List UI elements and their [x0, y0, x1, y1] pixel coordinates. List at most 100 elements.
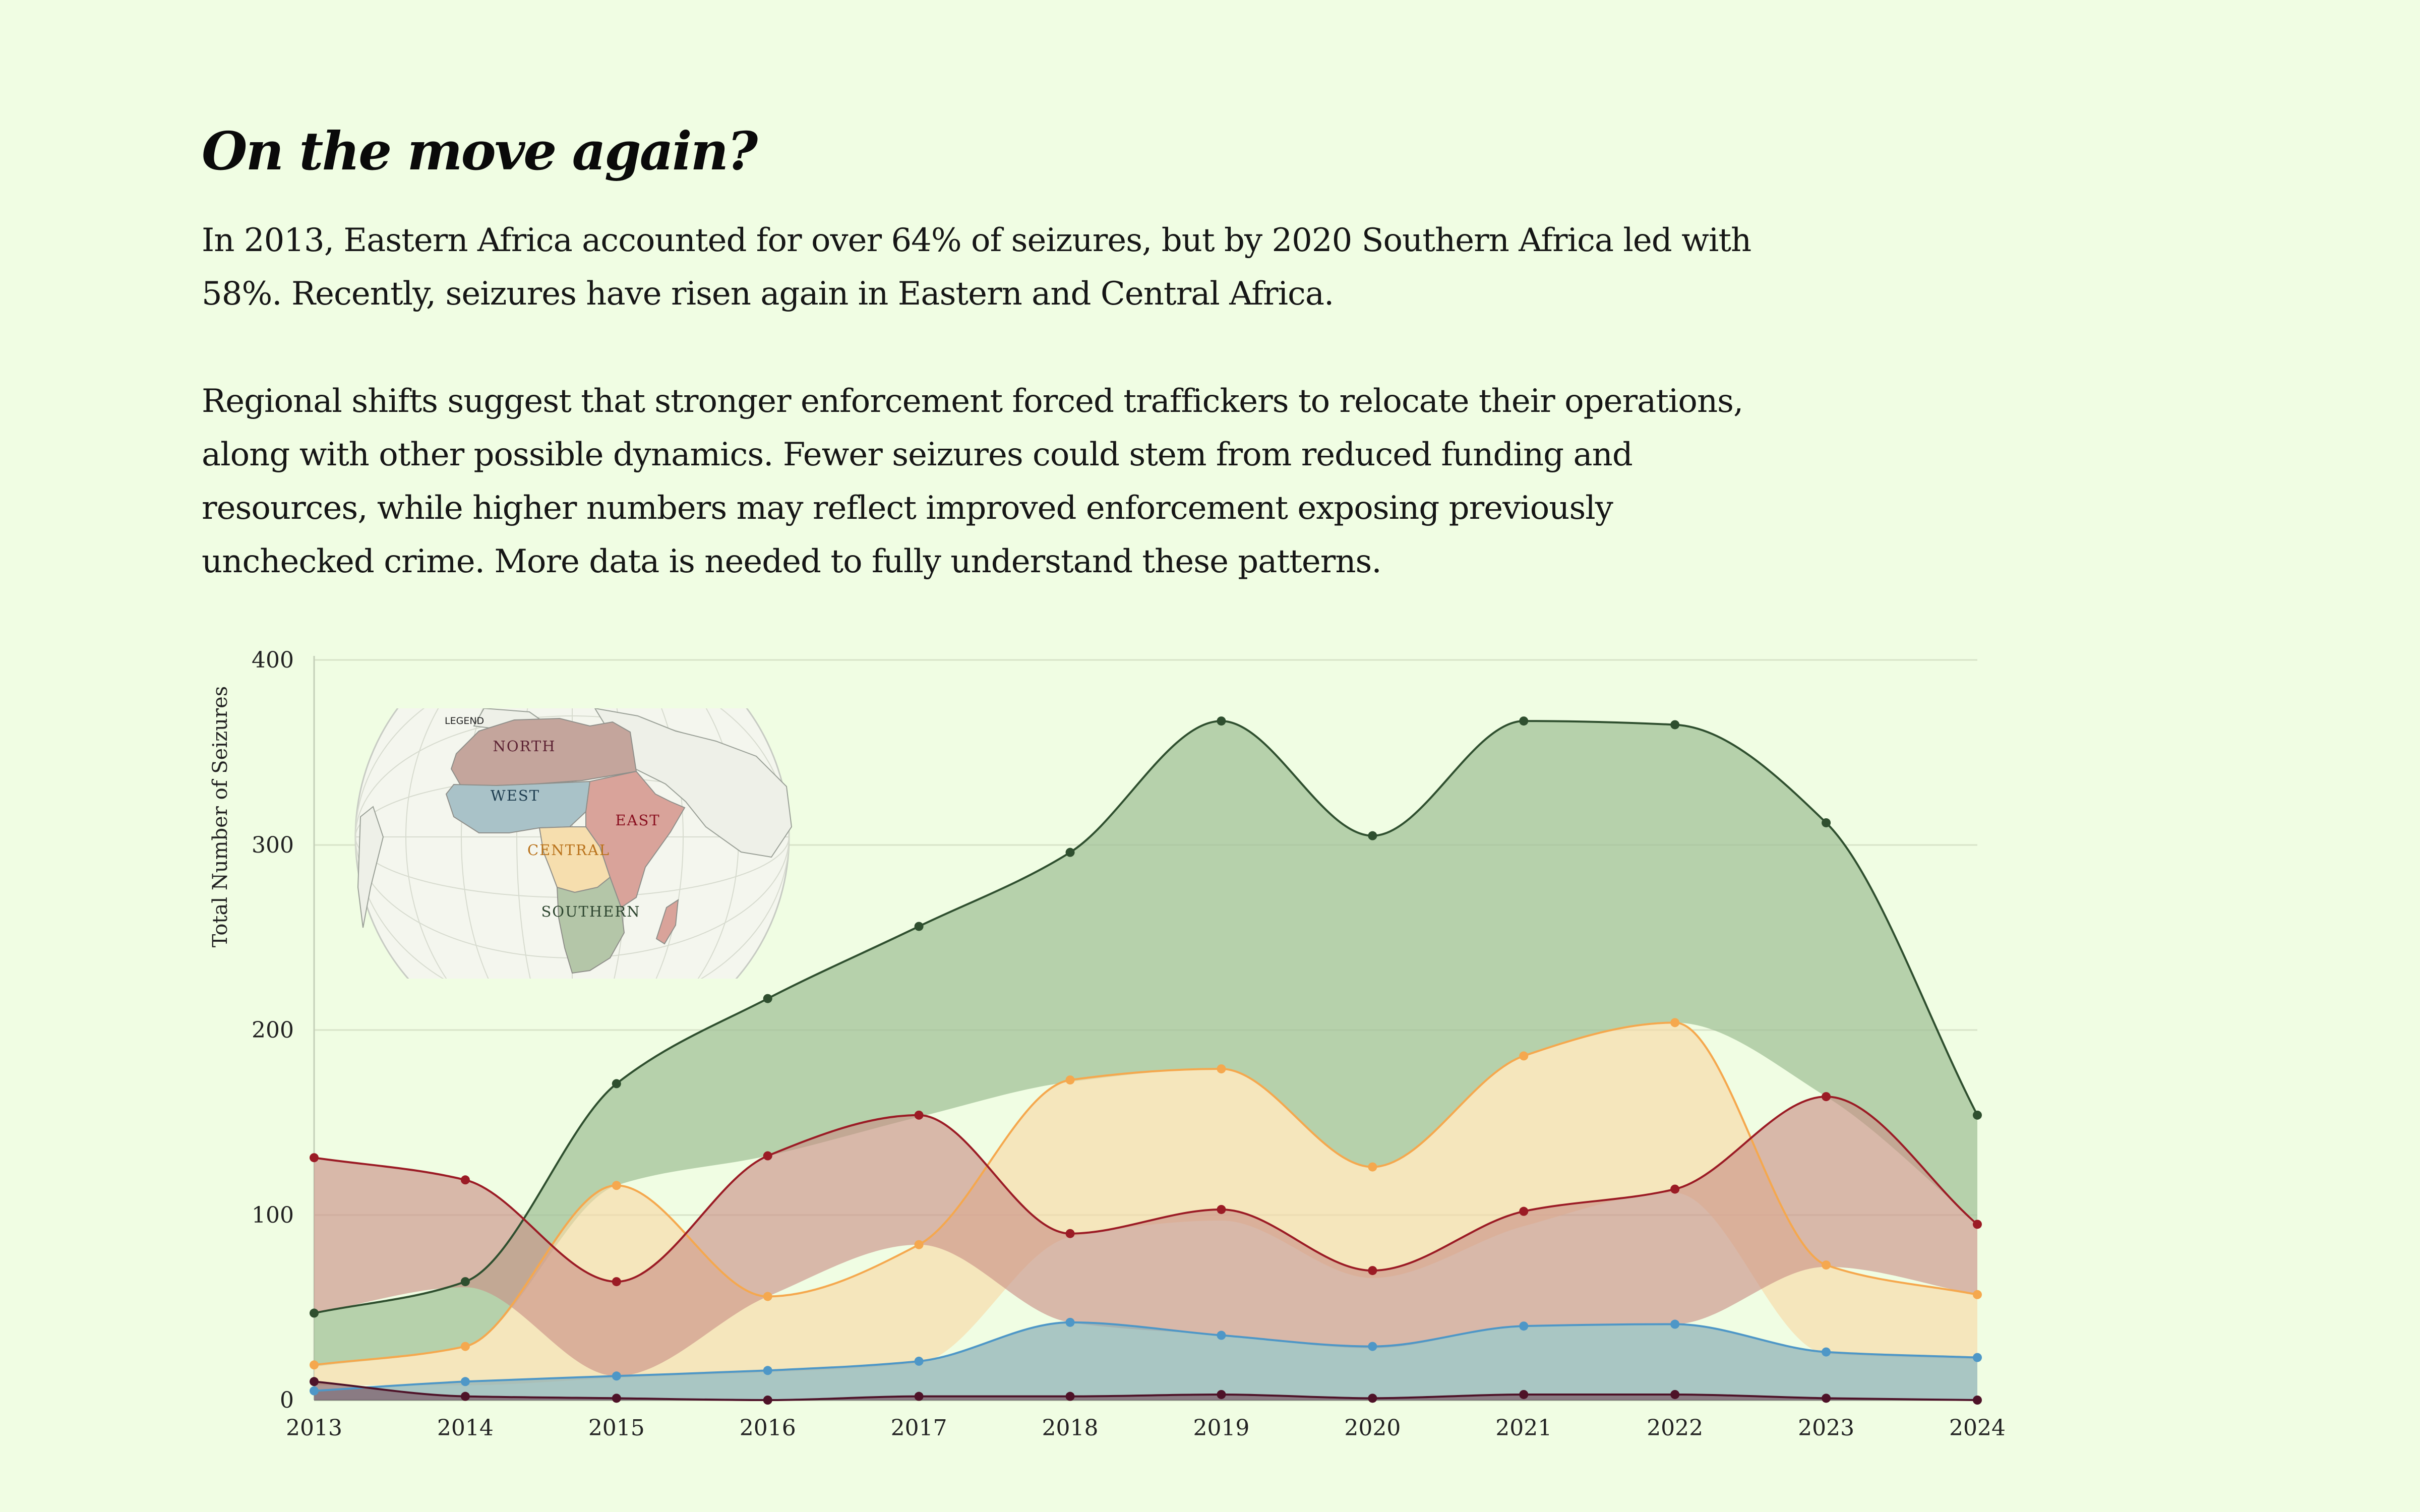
line-west — [314, 1321, 1978, 1392]
point-southern-2015 — [612, 1079, 621, 1088]
point-north-2015 — [612, 1394, 621, 1403]
point-west-2023 — [1822, 1347, 1831, 1357]
x-tick-label: 2023 — [1798, 1415, 1854, 1441]
point-southern-2019 — [1217, 716, 1226, 726]
point-central-2022 — [1670, 1018, 1680, 1027]
x-tick-label: 2021 — [1495, 1415, 1552, 1441]
point-west-2014 — [460, 1377, 470, 1386]
point-southern-2023 — [1822, 818, 1831, 827]
x-tick-label: 2014 — [437, 1415, 494, 1441]
point-east-2021 — [1519, 1206, 1529, 1216]
point-north-2016 — [763, 1396, 772, 1405]
point-southern-2018 — [1065, 848, 1075, 857]
y-tick-label: 0 — [280, 1387, 294, 1413]
region-map-legend: LEGEND NORTH WEST EAST CENTRAL SOUTHERN — [354, 708, 793, 979]
map-label-west: WEST — [491, 787, 540, 804]
y-tick-label: 200 — [252, 1017, 294, 1043]
analysis-paragraph: Regional shifts suggest that stronger en… — [202, 383, 1743, 580]
point-east-2024 — [1973, 1220, 1982, 1229]
point-east-2019 — [1217, 1204, 1226, 1214]
point-north-2017 — [914, 1392, 924, 1401]
map-label-southern: SOUTHERN — [541, 903, 640, 920]
map-legend-title: LEGEND — [445, 715, 484, 727]
point-north-2024 — [1973, 1396, 1982, 1405]
point-east-2018 — [1065, 1229, 1075, 1238]
y-tick-label: 400 — [252, 647, 294, 673]
series-points — [310, 716, 1982, 1405]
region-southern — [556, 876, 625, 974]
area-bands — [314, 721, 1977, 1400]
point-central-2013 — [310, 1360, 319, 1370]
point-north-2014 — [460, 1392, 470, 1401]
point-central-2015 — [612, 1181, 621, 1190]
band-southern — [314, 721, 1977, 1367]
line-southern — [314, 720, 1978, 1314]
band-west — [314, 1322, 1977, 1400]
point-west-2016 — [763, 1366, 772, 1375]
other-land — [357, 708, 793, 928]
map-label-north: NORTH — [493, 738, 556, 755]
point-west-2022 — [1670, 1319, 1680, 1329]
point-north-2020 — [1368, 1394, 1377, 1403]
point-central-2016 — [763, 1292, 772, 1301]
point-southern-2016 — [763, 994, 772, 1003]
x-tick-label: 2015 — [588, 1415, 645, 1441]
point-east-2016 — [763, 1151, 772, 1161]
africa-regions — [445, 717, 686, 974]
point-central-2018 — [1065, 1075, 1075, 1085]
point-west-2018 — [1065, 1317, 1075, 1327]
point-east-2013 — [310, 1153, 319, 1163]
point-southern-2022 — [1670, 720, 1680, 730]
point-central-2019 — [1217, 1064, 1226, 1074]
point-southern-2024 — [1973, 1110, 1982, 1120]
y-axis-label: Total Number of Seizures — [209, 686, 232, 948]
point-west-2020 — [1368, 1342, 1377, 1351]
point-west-2024 — [1973, 1353, 1982, 1362]
point-central-2020 — [1368, 1162, 1377, 1172]
point-central-2017 — [914, 1240, 924, 1249]
map-label-east: EAST — [615, 812, 660, 829]
point-east-2023 — [1822, 1092, 1831, 1102]
point-southern-2017 — [914, 922, 924, 931]
series-lines — [314, 720, 1978, 1402]
point-east-2015 — [612, 1277, 621, 1287]
point-north-2013 — [310, 1377, 319, 1386]
point-north-2019 — [1217, 1389, 1226, 1399]
point-southern-2013 — [310, 1308, 319, 1318]
point-east-2022 — [1670, 1184, 1680, 1194]
x-tick-label: 2022 — [1647, 1415, 1703, 1441]
x-tick-label: 2024 — [1949, 1415, 2006, 1441]
point-east-2017 — [914, 1110, 924, 1120]
band-east — [314, 1097, 1977, 1376]
point-west-2013 — [310, 1386, 319, 1396]
point-southern-2021 — [1519, 716, 1529, 726]
point-west-2021 — [1519, 1321, 1529, 1331]
point-central-2021 — [1519, 1051, 1529, 1061]
point-southern-2014 — [460, 1277, 470, 1287]
point-north-2022 — [1670, 1389, 1680, 1399]
point-north-2018 — [1065, 1392, 1075, 1401]
y-tick-label: 100 — [252, 1202, 294, 1228]
x-tick-label: 2016 — [740, 1415, 796, 1441]
line-central — [314, 1021, 1978, 1366]
line-east — [314, 1096, 1978, 1283]
point-east-2020 — [1368, 1266, 1377, 1276]
point-north-2023 — [1822, 1394, 1831, 1403]
x-tick-label: 2020 — [1344, 1415, 1401, 1441]
page-title: On the move again? — [202, 120, 758, 182]
point-southern-2020 — [1368, 831, 1377, 840]
point-west-2015 — [612, 1371, 621, 1381]
x-tick-label: 2017 — [891, 1415, 947, 1441]
point-central-2014 — [460, 1342, 470, 1351]
intro-paragraph: In 2013, Eastern Africa accounted for ov… — [202, 222, 1751, 313]
point-central-2024 — [1973, 1290, 1982, 1299]
x-tick-label: 2018 — [1042, 1415, 1099, 1441]
line-north — [314, 1380, 1978, 1402]
y-tick-label: 300 — [252, 832, 294, 858]
point-west-2019 — [1217, 1330, 1226, 1340]
point-central-2023 — [1822, 1260, 1831, 1270]
point-west-2017 — [914, 1356, 924, 1366]
point-north-2021 — [1519, 1389, 1529, 1399]
map-label-central: CENTRAL — [527, 841, 610, 859]
